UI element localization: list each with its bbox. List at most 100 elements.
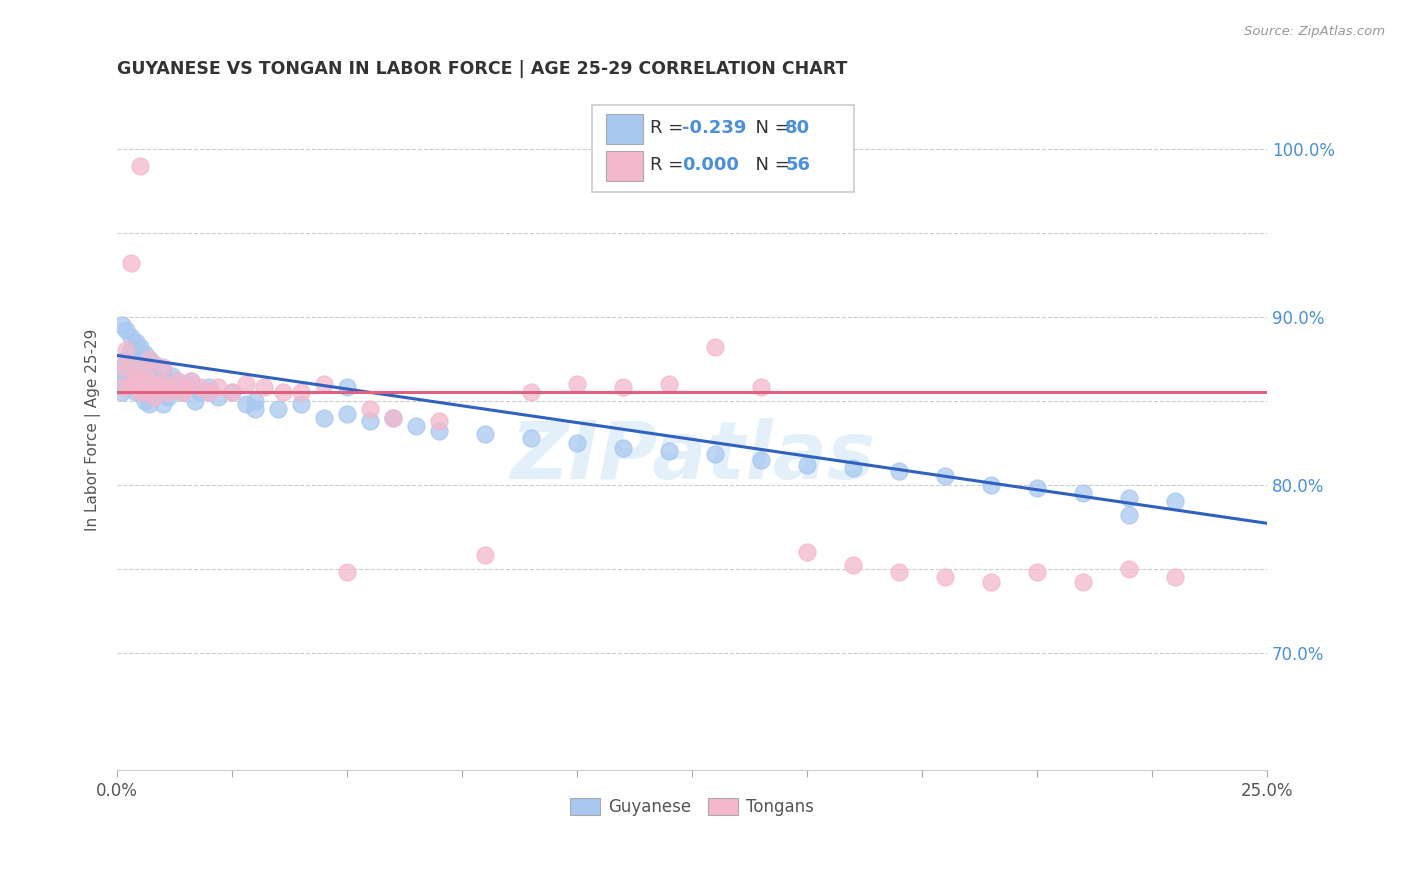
Point xyxy=(124,368,146,383)
Point xyxy=(120,343,142,358)
Point xyxy=(314,376,336,391)
Point xyxy=(188,385,211,400)
Point xyxy=(143,376,166,391)
Text: N =: N = xyxy=(744,156,796,174)
FancyBboxPatch shape xyxy=(606,151,643,181)
Point xyxy=(156,385,179,400)
Point xyxy=(267,402,290,417)
Point xyxy=(188,380,211,394)
Point xyxy=(120,374,142,388)
Point xyxy=(174,380,197,394)
Point xyxy=(382,410,405,425)
Point xyxy=(129,363,152,377)
Point xyxy=(156,391,179,405)
Text: 80: 80 xyxy=(785,120,810,137)
Point xyxy=(124,334,146,349)
Point xyxy=(520,385,543,400)
Point xyxy=(565,376,588,391)
Text: 0.000: 0.000 xyxy=(682,156,738,174)
Point xyxy=(221,385,243,400)
Point xyxy=(842,461,865,475)
Point xyxy=(148,380,170,394)
Point xyxy=(120,360,142,375)
Point xyxy=(143,357,166,371)
Point xyxy=(271,385,294,400)
Point xyxy=(253,380,276,394)
Point xyxy=(336,407,359,421)
Point xyxy=(120,376,142,391)
Point xyxy=(290,385,312,400)
Y-axis label: In Labor Force | Age 25-29: In Labor Force | Age 25-29 xyxy=(86,329,101,532)
Point xyxy=(115,323,138,337)
Point xyxy=(152,397,174,411)
Point xyxy=(111,318,134,333)
Point xyxy=(120,357,142,371)
Point xyxy=(427,424,450,438)
Point xyxy=(174,380,197,394)
Point xyxy=(1071,574,1094,589)
Point xyxy=(180,374,202,388)
Point xyxy=(111,374,134,388)
Point xyxy=(474,427,496,442)
Point xyxy=(152,376,174,391)
Point xyxy=(115,380,138,394)
Point xyxy=(138,385,160,400)
Point xyxy=(207,391,229,405)
Point xyxy=(207,380,229,394)
Point xyxy=(166,374,188,388)
Point xyxy=(1118,508,1140,522)
Point xyxy=(1071,486,1094,500)
Point xyxy=(359,414,381,428)
Point xyxy=(115,343,138,358)
Point xyxy=(129,351,152,366)
Point xyxy=(124,385,146,400)
Point xyxy=(245,402,267,417)
Point xyxy=(427,414,450,428)
Point xyxy=(1118,561,1140,575)
Text: -0.239: -0.239 xyxy=(682,120,747,137)
Point xyxy=(134,376,156,391)
Point xyxy=(111,360,134,375)
Point xyxy=(138,374,160,388)
Point xyxy=(359,402,381,417)
Point xyxy=(162,368,184,383)
Text: GUYANESE VS TONGAN IN LABOR FORCE | AGE 25-29 CORRELATION CHART: GUYANESE VS TONGAN IN LABOR FORCE | AGE … xyxy=(117,60,848,78)
Point xyxy=(124,357,146,371)
Point xyxy=(111,385,134,400)
Point xyxy=(934,469,956,483)
Point xyxy=(198,385,221,400)
Point xyxy=(129,374,152,388)
Point xyxy=(704,447,727,461)
Point xyxy=(520,431,543,445)
Point xyxy=(129,374,152,388)
Point xyxy=(115,368,138,383)
Point xyxy=(749,380,772,394)
Point xyxy=(658,376,681,391)
Point xyxy=(134,347,156,361)
Point xyxy=(124,376,146,391)
Point xyxy=(124,380,146,394)
Point xyxy=(314,410,336,425)
Point xyxy=(138,351,160,366)
Point xyxy=(134,360,156,375)
FancyBboxPatch shape xyxy=(592,104,855,192)
Point xyxy=(749,452,772,467)
Point xyxy=(180,374,202,388)
Point xyxy=(111,380,134,394)
Point xyxy=(162,380,184,394)
Point xyxy=(1026,481,1049,495)
Point xyxy=(474,548,496,562)
Point xyxy=(138,368,160,383)
Point xyxy=(152,363,174,377)
Point xyxy=(1026,565,1049,579)
Point xyxy=(934,570,956,584)
Point xyxy=(138,385,160,400)
Point xyxy=(612,380,634,394)
Point xyxy=(796,545,818,559)
Text: 56: 56 xyxy=(785,156,810,174)
Point xyxy=(111,360,134,375)
Point xyxy=(129,159,152,173)
Point xyxy=(1164,570,1187,584)
Point xyxy=(336,565,359,579)
Point xyxy=(129,340,152,354)
